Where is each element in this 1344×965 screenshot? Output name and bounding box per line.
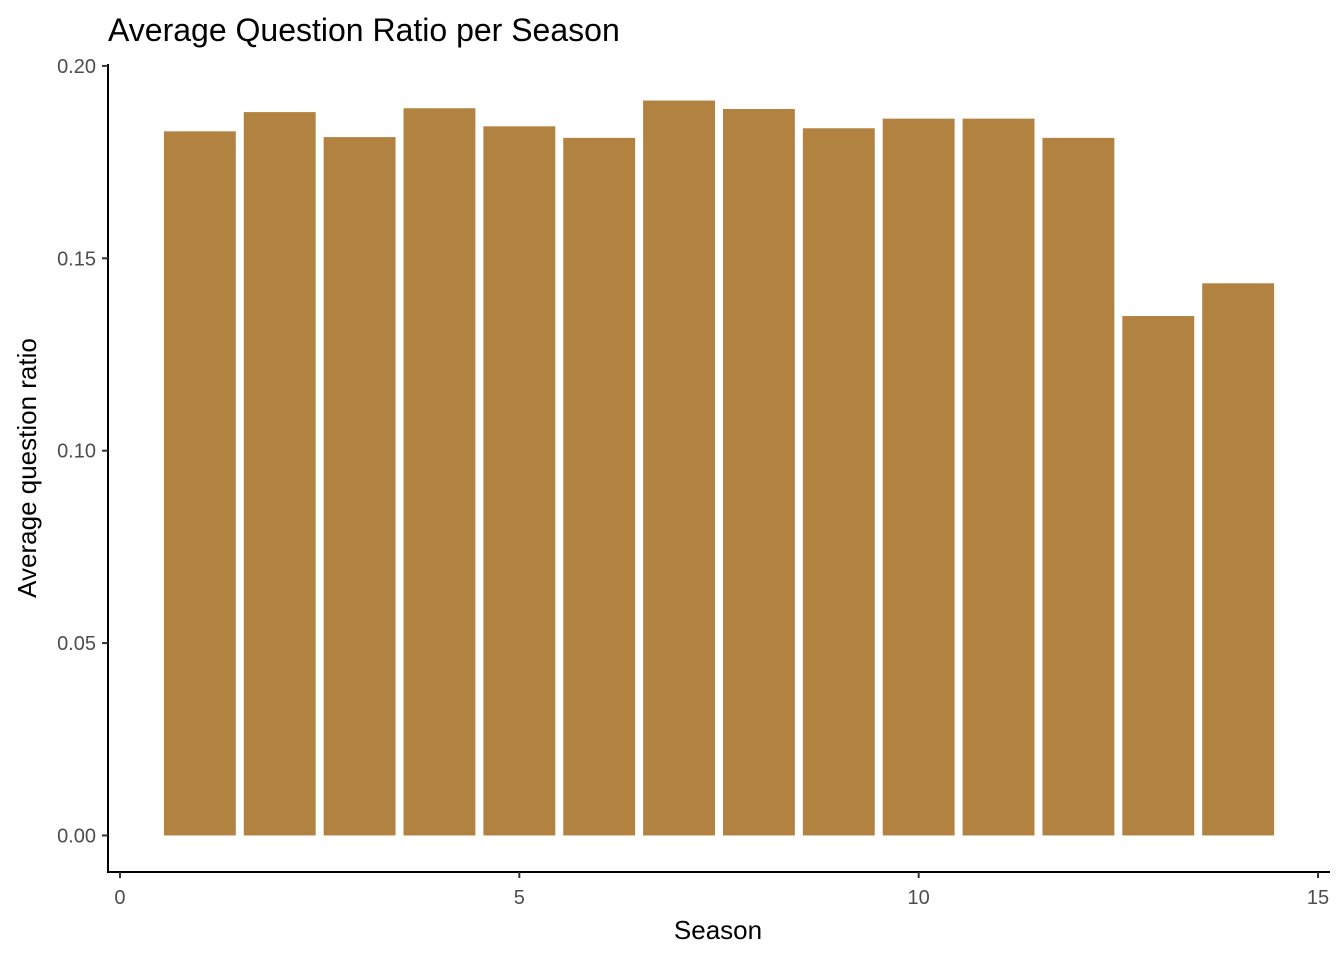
y-axis-title: Average question ratio [12,338,42,598]
bar-season-2 [243,112,316,836]
bar-season-4 [403,108,476,836]
bar-season-12 [1042,137,1115,836]
y-tick-label: 0.05 [57,633,96,655]
y-ticks: 0.00 0.05 0.10 0.15 0.20 [57,56,108,847]
bar-season-8 [722,109,795,836]
x-tick-label: 5 [514,887,525,909]
bar-season-6 [563,137,636,836]
bars-layer [163,100,1275,836]
x-axis-title: Season [674,915,762,945]
x-tick-label: 15 [1307,887,1329,909]
x-tick-label: 10 [908,887,930,909]
bar-season-10 [882,118,955,836]
bar-season-13 [1122,316,1195,836]
x-tick-label: 0 [114,887,125,909]
bar-season-14 [1202,283,1275,836]
y-tick-label: 0.20 [57,56,96,78]
bar-season-1 [163,131,236,836]
y-tick-label: 0.10 [57,441,96,463]
y-tick-label: 0.00 [57,825,96,847]
bar-season-5 [483,126,556,836]
bar-season-11 [962,118,1035,836]
bar-season-7 [643,100,715,836]
x-ticks: 0 5 10 15 [114,872,1329,909]
bar-season-9 [802,128,875,836]
bar-season-3 [323,137,396,836]
chart-title: Average Question Ratio per Season [108,12,620,48]
y-tick-label: 0.15 [57,248,96,270]
